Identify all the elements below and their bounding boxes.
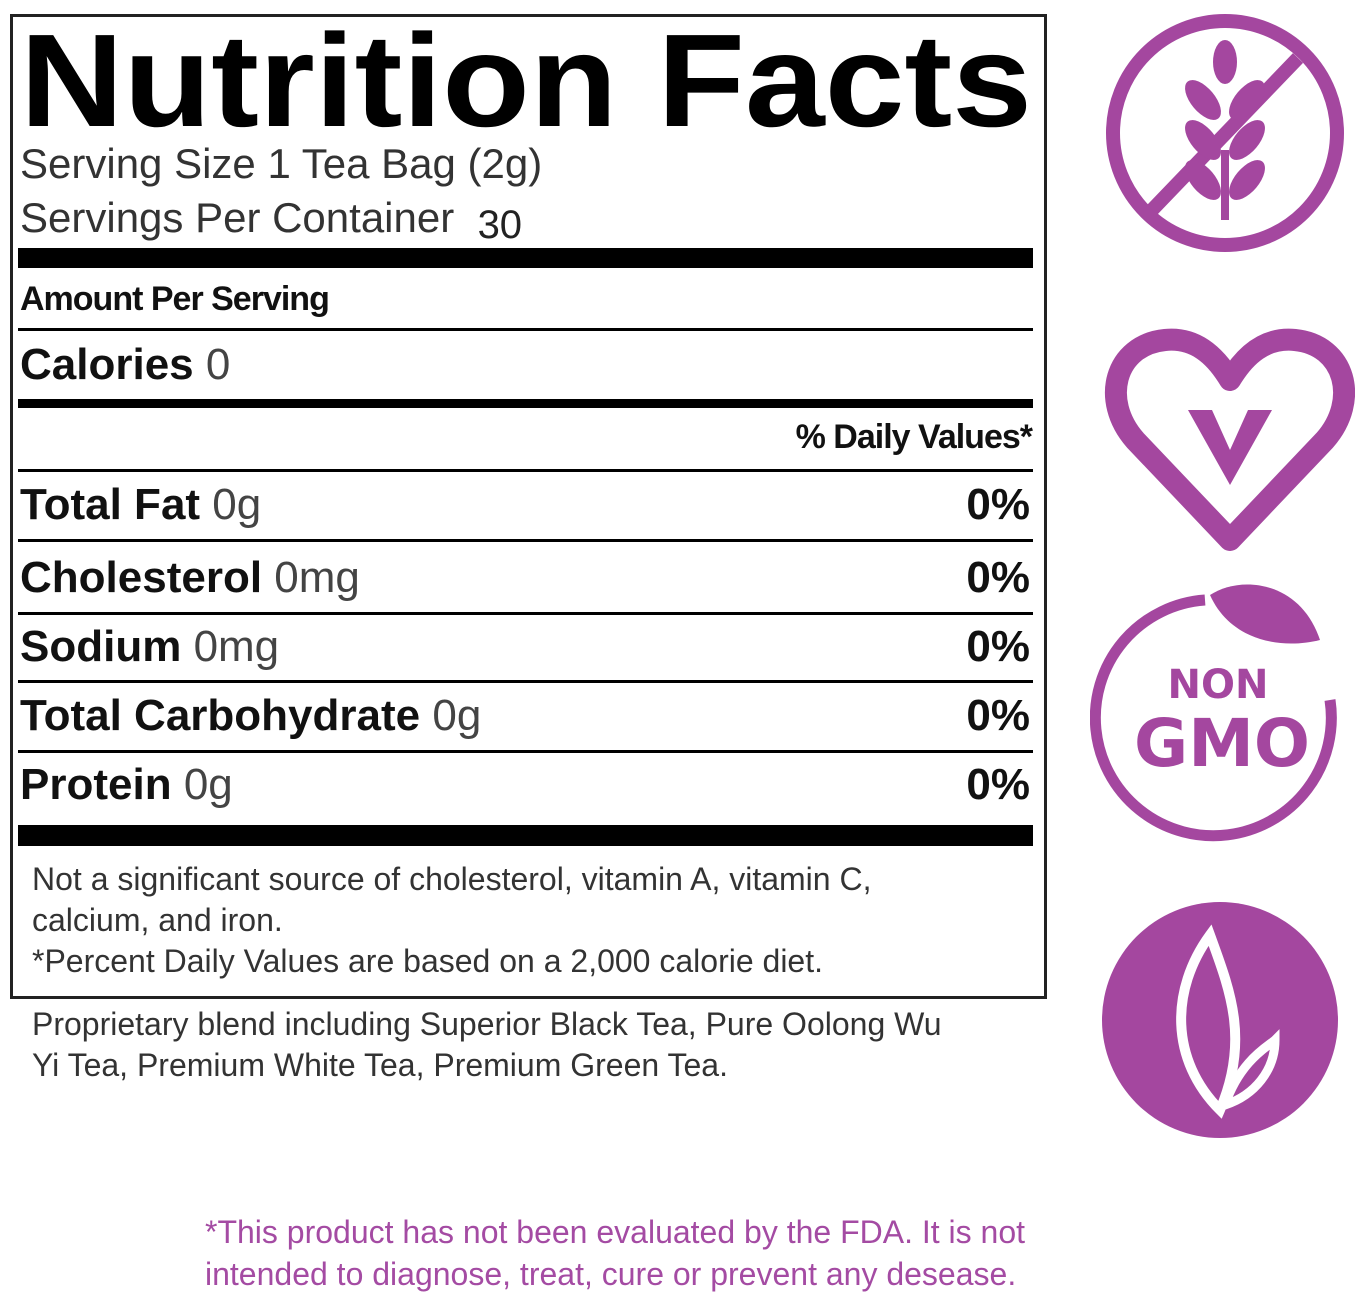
calories-value: 0 <box>205 340 231 389</box>
badges: NON GMO <box>1090 14 1355 1138</box>
nutrient-amount: 0g <box>183 760 233 809</box>
nutrient-name-group: Protein 0g <box>20 760 233 810</box>
nutrient-dv: 0% <box>966 480 1030 529</box>
rule <box>18 680 1033 683</box>
natural-badge <box>1102 902 1338 1138</box>
rule <box>18 469 1033 472</box>
nutrient-row: Protein 0g 0% <box>20 760 1030 810</box>
rule <box>18 750 1033 753</box>
nutrient-row: Sodium 0mg 0% <box>20 622 1030 672</box>
calories-label: Calories <box>20 340 194 389</box>
ingredients: Proprietary blend including Superior Bla… <box>32 1006 942 1083</box>
nutrient-dv: 0% <box>966 622 1030 671</box>
nutrient-amount: 0mg <box>193 622 280 671</box>
vegan-badge <box>1104 328 1355 551</box>
gluten-free-badge <box>1106 14 1344 252</box>
title-svg: Nutrition Facts <box>20 26 1032 136</box>
nutrient-name-group: Sodium 0mg <box>20 622 279 672</box>
nutrient-amount: 0mg <box>274 553 360 602</box>
nutrient-amount: 0g <box>432 691 482 740</box>
nutrient-name: Total Fat <box>20 480 201 529</box>
badge-text: GMO <box>1134 705 1310 782</box>
nutrient-name-group: Total Fat 0g <box>20 480 261 530</box>
nutrient-name: Total Carbohydrate <box>20 691 421 740</box>
badge-text: NON <box>1168 662 1269 708</box>
nutrient-row: Total Carbohydrate 0g 0% <box>20 691 1030 741</box>
nutrient-dv: 0% <box>966 553 1030 602</box>
thick-rule <box>18 825 1033 846</box>
thick-rule <box>18 248 1033 268</box>
nutrient-dv: 0% <box>966 760 1030 809</box>
non-gmo-badge: NON GMO <box>1090 584 1337 842</box>
nutrient-name: Protein <box>20 760 172 809</box>
label-title: Nutrition Facts <box>20 26 1032 136</box>
rule <box>18 612 1033 615</box>
nutrient-name: Cholesterol <box>20 553 263 602</box>
nutrient-row: Cholesterol 0mg 0% <box>20 553 1030 603</box>
nutrient-amount: 0g <box>212 480 262 529</box>
serving-size: Serving Size 1 Tea Bag (2g) <box>20 140 542 188</box>
nutrient-name: Sodium <box>20 622 182 671</box>
nutrient-name-group: Total Carbohydrate 0g <box>20 691 481 741</box>
servings-value: 30 <box>477 203 523 247</box>
daily-values-header: % Daily Values* <box>795 418 1033 456</box>
servings-label: Servings Per Container <box>20 194 455 241</box>
medium-rule <box>18 399 1033 408</box>
footnote: Not a significant source of cholesterol,… <box>32 861 872 938</box>
disclaimer: *This product has not been evaluated by … <box>205 1214 1026 1292</box>
nutrient-name-group: Cholesterol 0mg <box>20 553 360 603</box>
nutrient-row: Total Fat 0g 0% <box>20 480 1030 530</box>
rule <box>18 539 1033 542</box>
amount-per-serving: Amount Per Serving <box>20 280 330 318</box>
label-box <box>10 14 1047 999</box>
rule <box>18 328 1033 331</box>
serving-size-label: Serving Size <box>20 140 256 187</box>
nutrient-dv: 0% <box>966 691 1030 740</box>
footnotes: Not a significant source of cholesterol,… <box>32 859 962 982</box>
calories-row: Calories 0 <box>20 340 1030 390</box>
footnote: *Percent Daily Values are based on a 2,0… <box>32 943 823 979</box>
serving-size-value: 1 Tea Bag (2g) <box>267 140 543 187</box>
servings: Servings Per Container 30 <box>20 194 522 247</box>
